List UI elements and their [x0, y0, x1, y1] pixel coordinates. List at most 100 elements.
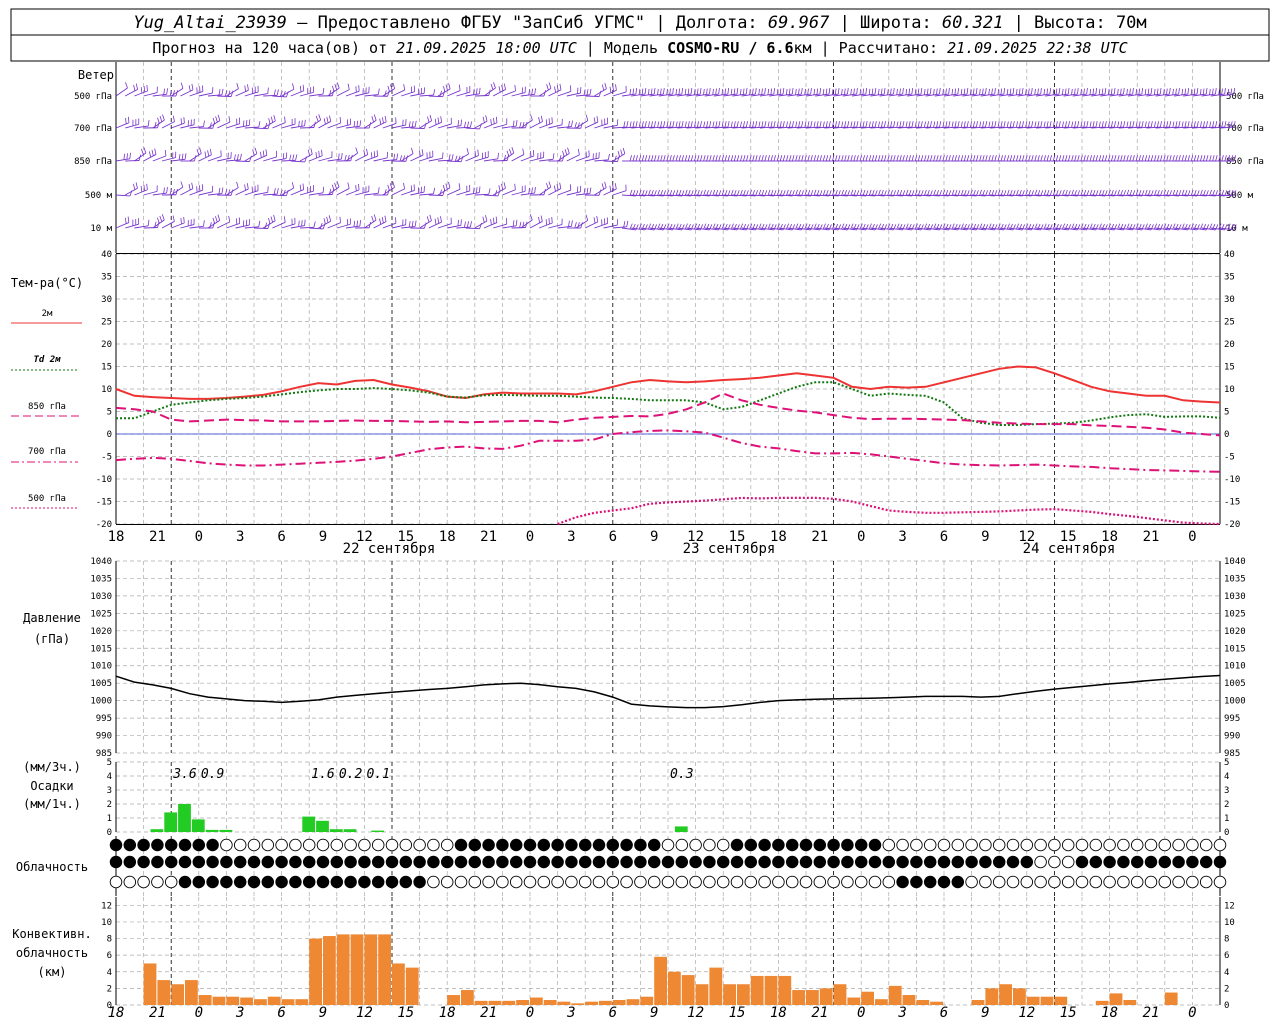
wind-barb-flag [963, 155, 967, 162]
wind-barb-flag [782, 88, 785, 95]
wind-barb [787, 194, 802, 197]
wind-barb-flag [509, 148, 512, 155]
cloud-symbol [689, 838, 702, 852]
cloud-symbol [330, 855, 344, 869]
latitude-value: 60.321 [942, 13, 1003, 33]
cloud-symbol [661, 875, 675, 889]
cloud-symbol [302, 875, 316, 889]
wind-barb-flag [1132, 155, 1135, 162]
cloud-symbol [496, 875, 509, 889]
wind-barb-flag [387, 90, 390, 97]
wind-barb-flag [899, 121, 902, 128]
series-line-1 [116, 381, 1221, 426]
wind-barb-flag [715, 155, 718, 162]
cloud-symbol [523, 875, 537, 889]
wind-barb [198, 191, 213, 196]
wind-barb-flag [997, 155, 1000, 162]
cloud-symbol [371, 875, 385, 889]
wind-barb [1210, 93, 1225, 97]
wind-barb-flag [972, 121, 975, 128]
wind-barb-flag [1218, 189, 1222, 196]
y-tick-label: 5 [107, 758, 112, 768]
conv-bar [143, 963, 157, 1005]
wind-barb-flag [629, 189, 633, 196]
wind-barb [281, 223, 296, 229]
wind-barb-flag [844, 88, 846, 95]
wind-barb [787, 227, 802, 231]
wind-barb-flag [792, 155, 795, 162]
wind-barb [695, 126, 710, 129]
wind-barb [861, 126, 876, 129]
wind-barb-flag [1205, 88, 1208, 95]
wind-barb-flag [282, 153, 285, 160]
wind-barb-flag [804, 155, 807, 162]
wind-barb-flag [712, 88, 714, 95]
wind-barb-flag [653, 121, 656, 128]
cloud-symbol [799, 838, 813, 852]
wind-barb [548, 89, 562, 97]
wind-barb-flag [1156, 121, 1159, 128]
wind-barb [327, 158, 342, 162]
wind-barb-flag [310, 148, 313, 155]
wind-barb-flag [795, 223, 799, 230]
wind-barb-flag [810, 88, 812, 95]
cloud-symbol [979, 875, 992, 889]
wind-barb-flag [1135, 121, 1138, 128]
wind-barb-flag [926, 121, 929, 128]
wind-barb-flag [905, 223, 909, 230]
wind-barb [502, 189, 516, 196]
wind-barb-flag [1006, 189, 1010, 196]
wind-barb-flag [1092, 155, 1095, 162]
wind-barb [1155, 126, 1170, 129]
conv-title: Конвективн. [12, 927, 91, 941]
conv-bar [930, 1001, 943, 1005]
wind-barb-flag [923, 88, 926, 95]
wind-barb-flag [850, 88, 852, 95]
cloud-symbol [785, 855, 799, 869]
cloud-symbol [137, 855, 150, 869]
wind-barb [805, 194, 820, 197]
wind-barb [1026, 227, 1041, 231]
wind-barb-flag [1190, 155, 1194, 162]
wind-barb-flag [776, 189, 780, 196]
wind-barb [493, 123, 507, 129]
wind-barb-flag [1098, 121, 1101, 128]
wind-barb [989, 194, 1004, 197]
wind-barb-flag [804, 189, 808, 196]
wind-barb [520, 155, 535, 162]
y-tick-label: 1000 [1224, 697, 1246, 707]
cloud-symbol [827, 875, 840, 889]
wind-barb [870, 126, 885, 129]
cloud-symbol [896, 875, 909, 889]
wind-barb-flag [862, 121, 865, 128]
cloud-symbol [979, 855, 992, 869]
wind-barb-flag [1227, 88, 1230, 95]
wind-barb-flag [789, 155, 792, 162]
wind-barb-flag [862, 88, 865, 95]
wind-barb-flag [841, 223, 845, 230]
y-tick-label: 5 [107, 408, 112, 418]
wind-barb [769, 93, 784, 97]
cloud-symbol [923, 838, 937, 852]
model-label: | Модель [577, 39, 667, 57]
y-tick-label: 4 [107, 968, 112, 978]
wind-barb [667, 126, 682, 129]
cloud-symbol [868, 838, 882, 852]
wind-barb-flag [1212, 88, 1214, 95]
header-line-2: Прогноз на 120 часа(ов) от 21.09.2025 18… [152, 39, 1127, 57]
wind-barb-flag [917, 121, 920, 128]
wind-barb [447, 125, 462, 129]
wind-barb-flag [1141, 88, 1144, 95]
wind-barb-flag [1006, 223, 1010, 230]
wind-barb [870, 194, 885, 197]
cloud-symbol [578, 855, 592, 869]
wind-barb [345, 90, 360, 97]
wind-barb-flag [1016, 189, 1019, 196]
series-line-4 [557, 496, 1221, 526]
wind-barb [1155, 194, 1170, 197]
cloud-symbol [220, 855, 233, 869]
wind-barb-flag [466, 148, 469, 155]
wind-barb [723, 126, 738, 129]
wind-barb [373, 221, 387, 229]
wind-barb-flag [497, 152, 499, 159]
